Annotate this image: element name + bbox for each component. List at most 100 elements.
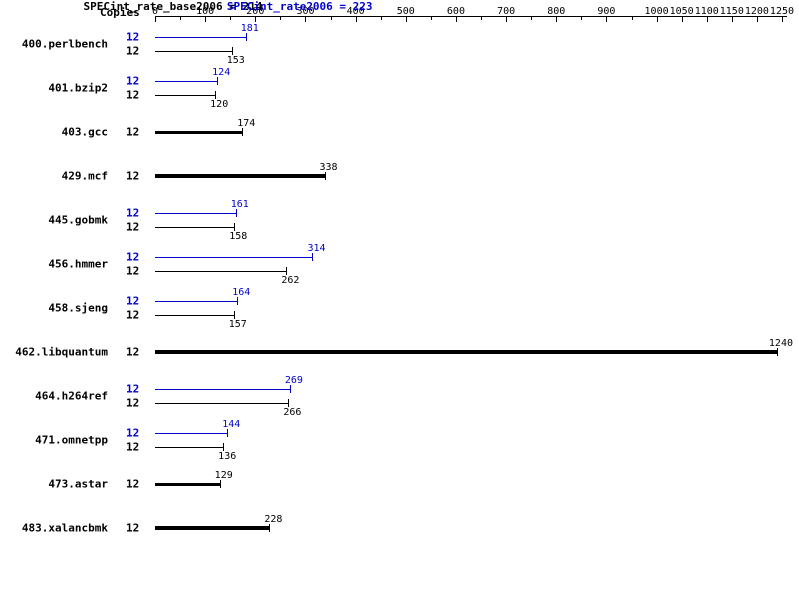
copies-label: 12 bbox=[126, 265, 139, 278]
benchmark-label: 462.libquantum bbox=[0, 346, 108, 359]
copies-label: 12 bbox=[126, 45, 139, 58]
axis-tick-mark bbox=[782, 16, 783, 22]
axis-minor-tick bbox=[280, 16, 281, 20]
axis-minor-tick bbox=[632, 16, 633, 20]
copies-label: 12 bbox=[126, 207, 139, 220]
benchmark-label: 464.h264ref bbox=[0, 390, 108, 403]
axis-tick-mark bbox=[682, 16, 683, 22]
bar-cap bbox=[215, 91, 216, 99]
benchmark-label: 473.astar bbox=[0, 478, 108, 491]
axis-tick-mark bbox=[456, 16, 457, 22]
bar-cap bbox=[220, 480, 221, 488]
benchmark-label: 458.sjeng bbox=[0, 302, 108, 315]
benchmark-label: 429.mcf bbox=[0, 170, 108, 183]
bar-value-label: 144 bbox=[222, 419, 240, 430]
bar-cap bbox=[234, 311, 235, 319]
bar-value-label: 181 bbox=[241, 23, 259, 34]
copies-label: 12 bbox=[126, 522, 139, 535]
axis-tick-mark bbox=[205, 16, 206, 22]
axis-tick-mark bbox=[506, 16, 507, 22]
axis-tick-mark bbox=[155, 16, 156, 22]
bar-value-label: 136 bbox=[218, 451, 236, 462]
axis-tick-mark bbox=[556, 16, 557, 22]
axis-tick-mark bbox=[757, 16, 758, 22]
benchmark-label: 483.xalancbmk bbox=[0, 522, 108, 535]
footer-peak-label: SPECint_rate2006 = 223 bbox=[227, 0, 373, 13]
spec-chart: 0100200300400500600700800900100010501100… bbox=[0, 0, 799, 606]
bar bbox=[155, 257, 312, 258]
benchmark-label: 400.perlbench bbox=[0, 38, 108, 51]
bar-cap bbox=[223, 443, 224, 451]
axis-minor-tick bbox=[581, 16, 582, 20]
bar-cap bbox=[777, 348, 778, 356]
bar bbox=[155, 350, 777, 354]
copies-label: 12 bbox=[126, 126, 139, 139]
bar-value-label: 338 bbox=[320, 162, 338, 173]
axis-tick-mark bbox=[305, 16, 306, 22]
bar-value-label: 269 bbox=[285, 375, 303, 386]
bar-cap bbox=[290, 385, 291, 393]
bar-value-label: 124 bbox=[212, 67, 230, 78]
axis-minor-tick bbox=[230, 16, 231, 20]
benchmark-label: 471.omnetpp bbox=[0, 434, 108, 447]
bar bbox=[155, 51, 232, 52]
benchmark-label: 456.hmmer bbox=[0, 258, 108, 271]
bar bbox=[155, 131, 242, 134]
copies-label: 12 bbox=[126, 170, 139, 183]
bar bbox=[155, 526, 269, 530]
copies-label: 12 bbox=[126, 251, 139, 264]
copies-label: 12 bbox=[126, 31, 139, 44]
bar-cap bbox=[232, 47, 233, 55]
bar bbox=[155, 213, 236, 214]
axis-tick-mark bbox=[356, 16, 357, 22]
axis-minor-tick bbox=[331, 16, 332, 20]
bar-cap bbox=[288, 399, 289, 407]
bar-value-label: 228 bbox=[264, 514, 282, 525]
bar-value-label: 120 bbox=[210, 99, 228, 110]
axis-tick-mark bbox=[707, 16, 708, 22]
copies-label: 12 bbox=[126, 295, 139, 308]
bar-cap bbox=[237, 297, 238, 305]
copies-label: 12 bbox=[126, 478, 139, 491]
axis-minor-tick bbox=[431, 16, 432, 20]
bar-cap bbox=[242, 128, 243, 136]
bar-cap bbox=[269, 524, 270, 532]
axis-minor-tick bbox=[381, 16, 382, 20]
bar-cap bbox=[236, 209, 237, 217]
bar bbox=[155, 433, 227, 434]
copies-label: 12 bbox=[126, 75, 139, 88]
bar-value-label: 157 bbox=[229, 319, 247, 330]
bar-cap bbox=[325, 172, 326, 180]
bar bbox=[155, 483, 220, 486]
benchmark-label: 403.gcc bbox=[0, 126, 108, 139]
copies-label: 12 bbox=[126, 383, 139, 396]
copies-label: 12 bbox=[126, 89, 139, 102]
bar-value-label: 153 bbox=[227, 55, 245, 66]
bar bbox=[155, 95, 215, 96]
bar-cap bbox=[286, 267, 287, 275]
axis-tick-mark bbox=[255, 16, 256, 22]
bar bbox=[155, 301, 237, 302]
bar bbox=[155, 447, 223, 448]
copies-label: 12 bbox=[126, 309, 139, 322]
bar-value-label: 314 bbox=[307, 243, 325, 254]
bar bbox=[155, 315, 234, 316]
axis-minor-tick bbox=[481, 16, 482, 20]
bar bbox=[155, 271, 286, 272]
axis-tick-mark bbox=[732, 16, 733, 22]
bar-value-label: 262 bbox=[281, 275, 299, 286]
axis-tick-mark bbox=[657, 16, 658, 22]
axis-tick-mark bbox=[406, 16, 407, 22]
bar bbox=[155, 227, 234, 228]
bar-cap bbox=[246, 33, 247, 41]
bar bbox=[155, 389, 290, 390]
copies-label: 12 bbox=[126, 221, 139, 234]
copies-label: 12 bbox=[126, 346, 139, 359]
copies-label: 12 bbox=[126, 427, 139, 440]
bar bbox=[155, 174, 325, 178]
axis-minor-tick bbox=[180, 16, 181, 20]
bar-cap bbox=[312, 253, 313, 261]
axis-tick-mark bbox=[606, 16, 607, 22]
benchmark-label: 445.gobmk bbox=[0, 214, 108, 227]
bar-cap bbox=[234, 223, 235, 231]
